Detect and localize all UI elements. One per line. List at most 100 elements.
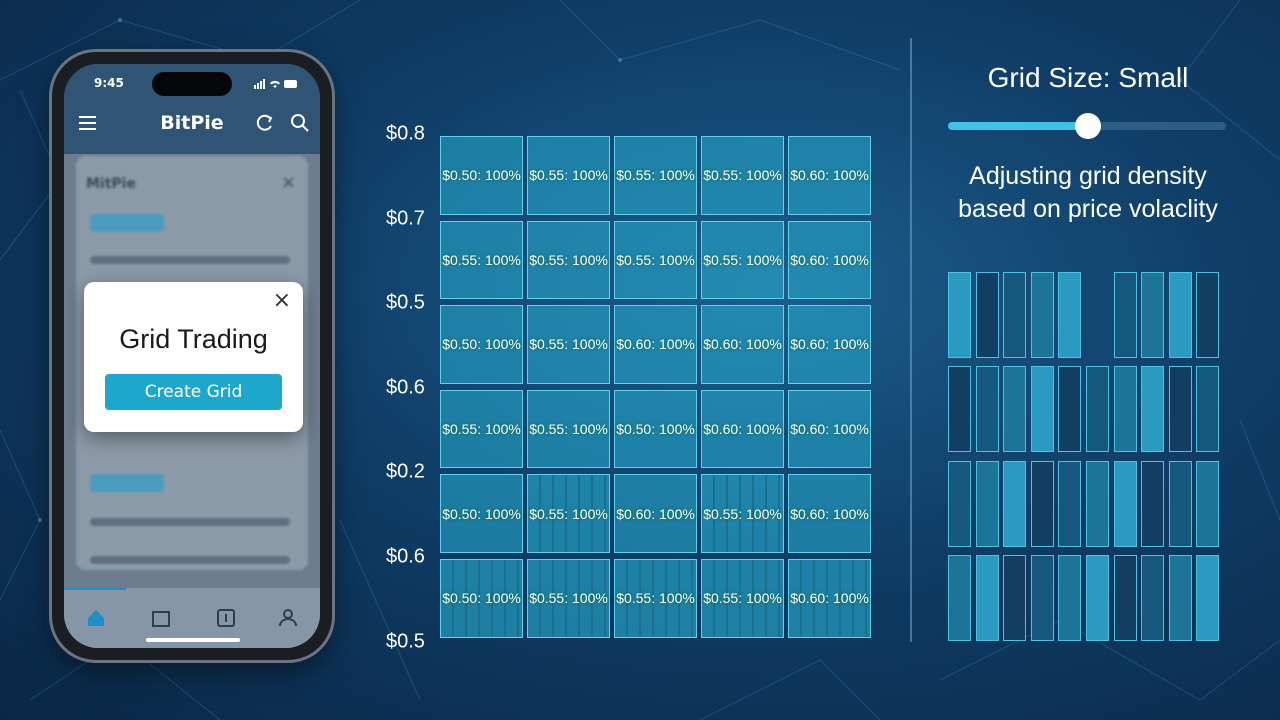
- density-bar: [948, 460, 971, 547]
- modal-title: Grid Trading: [119, 324, 268, 354]
- menu-button[interactable]: [78, 114, 98, 132]
- y-label: $0.5: [386, 630, 425, 653]
- density-bar: [1113, 366, 1137, 453]
- grid-cell: $0.55: 100%: [614, 220, 697, 300]
- density-bar: [1030, 554, 1054, 641]
- slider-knob[interactable]: [1075, 113, 1101, 139]
- grid-cell: $0.50: 100%: [440, 136, 523, 215]
- nav-icons[interactable]: [64, 588, 320, 648]
- density-bar: [1168, 554, 1192, 641]
- grid-cell: $0.55: 100%: [440, 220, 523, 300]
- grid-cell: $0.55: 100%: [527, 305, 610, 384]
- phone-screen: 9:45 BitPie MitPie × ×: [64, 64, 320, 648]
- grid-cell: $0.55: 100%: [701, 474, 784, 553]
- grid-cell: $0.60: 100%: [701, 305, 784, 384]
- density-bar: [975, 554, 999, 641]
- grid-cell: $0.55: 100%: [527, 474, 610, 553]
- density-bar: [975, 460, 999, 547]
- y-label: $0.6: [386, 545, 425, 568]
- home-indicator: [146, 638, 240, 642]
- density-bar: [1086, 366, 1109, 453]
- density-bar: [1168, 366, 1192, 453]
- grid-cell: $0.55: 100%: [701, 559, 784, 638]
- app-title: BitPie: [160, 112, 224, 134]
- density-bar: [1086, 460, 1109, 547]
- side-title: Grid Size: Small: [987, 62, 1189, 93]
- dynamic-island: [152, 72, 232, 96]
- density-bar: [975, 272, 999, 358]
- grid-cell: $0.60: 100%: [788, 220, 871, 300]
- density-bar: [1141, 460, 1165, 547]
- grid-cell: $0.60: 100%: [788, 474, 871, 553]
- density-bar: [1196, 460, 1220, 547]
- density-bar: [1113, 554, 1137, 641]
- density-bar: [1113, 272, 1137, 358]
- density-bar: [1113, 460, 1137, 547]
- caption-line: based on price volaclity: [958, 195, 1218, 223]
- density-bar: [1168, 460, 1192, 547]
- density-bar: [1058, 554, 1082, 641]
- slider-track[interactable]: [948, 113, 1226, 139]
- density-bar: [1196, 554, 1220, 641]
- grid-cell: $0.60: 100%: [614, 474, 697, 553]
- panel-close[interactable]: ×: [280, 172, 296, 193]
- y-label: $0.2: [386, 460, 425, 483]
- grid-cell: $0.50: 100%: [440, 474, 523, 553]
- caption-line: Adjusting grid density: [969, 162, 1207, 190]
- slider-fill: [948, 122, 1088, 130]
- background-panel-title: MitPie: [86, 176, 136, 192]
- blurred-row: [90, 518, 290, 526]
- blurred-chip: [90, 474, 164, 492]
- density-bar: [1030, 272, 1054, 358]
- status-icons: [254, 79, 297, 89]
- grid-cell: $0.60: 100%: [614, 305, 697, 384]
- density-bar: [1003, 366, 1027, 453]
- grid-cell: $0.55: 100%: [527, 389, 610, 469]
- density-bar: [1003, 272, 1027, 358]
- grid-cell: $0.60: 100%: [701, 389, 784, 469]
- price-grid: $0.8 $0.7 $0.5 $0.6 $0.2 $0.6 $0.5 $0.50: 100% $…: [386, 122, 871, 653]
- modal: × Grid Trading Create Grid: [84, 282, 303, 432]
- density-bar: [1003, 554, 1027, 641]
- density-bar: [1058, 272, 1082, 358]
- grid-cell: $0.50: 100%: [440, 305, 523, 384]
- density-bar: [1030, 366, 1054, 453]
- grid-cell: $0.60: 100%: [788, 389, 871, 469]
- modal-close[interactable]: ×: [272, 288, 291, 313]
- density-bar: [1196, 272, 1220, 358]
- blurred-row: [90, 556, 290, 564]
- grid-cell: $0.60: 100%: [788, 136, 871, 215]
- y-label: $0.5: [386, 291, 425, 314]
- density-bar: [948, 554, 971, 641]
- density-bar: [1141, 366, 1165, 453]
- create-grid-button[interactable]: Create Grid: [105, 374, 282, 410]
- y-label: $0.7: [386, 207, 425, 230]
- density-bar: [1030, 460, 1054, 547]
- density-bar: [1058, 460, 1082, 547]
- density-bar: [1003, 460, 1027, 547]
- density-bar: [1141, 272, 1165, 358]
- density-bar: [948, 272, 971, 358]
- blurred-row: [90, 256, 290, 264]
- grid-cell: $0.55: 100%: [527, 220, 610, 300]
- blurred-chip: [90, 214, 164, 232]
- grid-cell: $0.55: 100%: [614, 136, 697, 215]
- density-bar: [1141, 554, 1165, 641]
- divider: [910, 38, 912, 642]
- grid-cell: $0.55: 100%: [440, 389, 523, 469]
- density-bar: [1168, 272, 1192, 358]
- status-time: 9:45: [94, 76, 124, 90]
- density-bar: [1196, 366, 1220, 453]
- density-bar: [948, 366, 971, 453]
- density-bar: [1058, 366, 1082, 453]
- grid-cell: $0.60: 100%: [788, 305, 871, 384]
- grid-cell: $0.55: 100%: [701, 136, 784, 215]
- grid-cell: $0.55: 100%: [527, 136, 610, 215]
- app-actions[interactable]: [254, 112, 310, 134]
- side-caption: Adjusting grid density based on price vo…: [930, 160, 1246, 226]
- grid-cell: $0.55: 100%: [614, 559, 697, 638]
- y-label: $0.8: [386, 122, 425, 145]
- grid-cell: $0.55: 100%: [527, 559, 610, 638]
- density-bar: [975, 366, 999, 453]
